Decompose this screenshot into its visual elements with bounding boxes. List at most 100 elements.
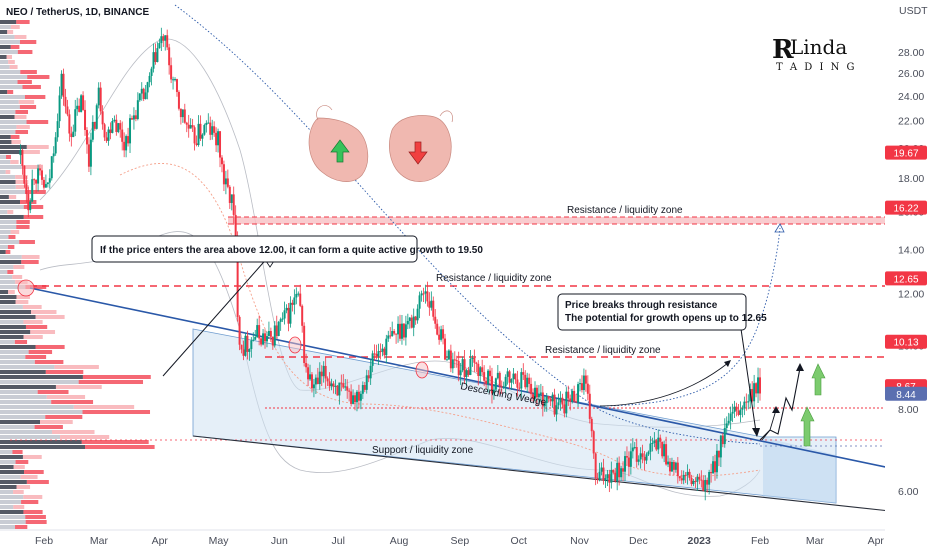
price-tag <box>885 145 927 160</box>
candle-body <box>426 291 429 302</box>
volume-profile-bar <box>0 145 27 149</box>
volume-profile-bar <box>15 300 29 304</box>
candle-body <box>379 351 382 353</box>
volume-profile-bar <box>35 345 65 349</box>
candle-body <box>725 423 728 429</box>
volume-profile-bar <box>13 505 25 509</box>
time-tick-label: May <box>209 535 230 547</box>
candle-body <box>101 111 104 125</box>
volume-profile-bar <box>0 520 26 524</box>
candle-body <box>307 367 310 380</box>
volume-profile-bar <box>0 525 16 529</box>
candle-body <box>645 454 648 461</box>
note-arrowhead <box>752 428 760 437</box>
volume-profile-bar <box>0 165 22 169</box>
candle-body <box>575 401 578 403</box>
candle-body <box>706 479 709 485</box>
candle-body <box>631 447 634 452</box>
time-tick-label: Mar <box>90 535 109 547</box>
volume-profile-bar <box>0 200 21 204</box>
candle-body <box>414 316 417 321</box>
volume-profile-bar <box>46 395 86 399</box>
candle-body <box>510 379 513 383</box>
volume-profile-bar <box>22 455 42 459</box>
candle-body <box>502 386 505 388</box>
volume-profile-bar <box>0 100 19 104</box>
small-arrowhead <box>772 406 780 413</box>
candle-body <box>299 293 302 306</box>
zone-label-16-22: Resistance / liquidity zone <box>436 273 552 284</box>
volume-profile-bar <box>16 220 30 224</box>
price-tag <box>885 334 927 349</box>
volume-profile-bar <box>0 70 21 74</box>
candle-body <box>490 376 493 394</box>
candle-body <box>264 333 267 342</box>
candle-body <box>246 335 249 352</box>
volume-profile-bar <box>0 285 26 289</box>
candle-body <box>406 320 409 325</box>
volume-profile-bar <box>0 505 14 509</box>
volume-profile-bar <box>0 270 8 274</box>
candle-body <box>627 457 630 467</box>
candle-body <box>197 123 200 146</box>
candle-body <box>170 65 173 80</box>
candle-body <box>569 398 572 402</box>
volume-profile-bar <box>45 415 83 419</box>
candle-body <box>275 325 278 336</box>
candle-body <box>402 323 405 338</box>
volume-profile-bar <box>7 245 15 249</box>
volume-profile-bar <box>0 20 17 24</box>
volume-profile-bar <box>0 205 24 209</box>
candle-body <box>530 383 533 395</box>
price-tag <box>885 386 927 401</box>
candle-body <box>653 440 656 443</box>
candle-body <box>213 126 216 133</box>
candle-body <box>119 123 122 130</box>
volume-profile-bar <box>20 70 37 74</box>
candle-body <box>604 478 607 481</box>
wedge-upper-line <box>29 287 891 469</box>
volume-profile-bar <box>0 310 32 314</box>
volume-profile-bar <box>0 240 20 244</box>
time-tick-label: Sep <box>451 535 470 547</box>
volume-profile-bar <box>0 390 38 394</box>
candle-body <box>676 462 679 477</box>
candle-body <box>690 477 693 485</box>
volume-profile-bar <box>0 195 9 199</box>
volume-profile-bar <box>21 500 39 504</box>
candle-body <box>602 467 605 481</box>
volume-profile-bar <box>19 105 37 109</box>
volume-profile-bar <box>55 385 102 389</box>
candle-body <box>277 321 280 336</box>
candle-body <box>487 370 490 384</box>
volume-profile-bar <box>0 295 17 299</box>
candle-body <box>629 451 632 467</box>
volume-profile-bar <box>0 355 26 359</box>
candle-body <box>359 393 362 401</box>
time-tick-label: Oct <box>511 535 527 547</box>
candle-body <box>479 367 482 376</box>
candle-body <box>354 395 357 403</box>
candle-body <box>582 375 585 391</box>
volume-profile-bar <box>0 265 14 269</box>
volume-profile-bar <box>7 270 14 274</box>
volume-profile-bar <box>34 425 63 429</box>
candle-body <box>193 127 196 144</box>
candle-body <box>369 365 372 379</box>
volume-profile-bar <box>17 50 33 54</box>
candle-body <box>432 300 435 317</box>
volume-profile-bar <box>0 365 55 369</box>
candle-body <box>260 338 263 345</box>
candle-body <box>107 129 110 141</box>
candle-body <box>42 179 45 188</box>
volume-profile-bar <box>0 375 83 379</box>
candle-body <box>76 105 79 110</box>
candle-body <box>445 359 448 361</box>
volume-profile-bar <box>0 255 22 259</box>
candle-body <box>273 325 276 346</box>
volume-profile-bar <box>7 90 14 94</box>
candle-body <box>733 406 736 412</box>
volume-profile-bar <box>0 180 16 184</box>
volume-profile-bar <box>20 475 38 479</box>
candle-body <box>594 453 597 479</box>
